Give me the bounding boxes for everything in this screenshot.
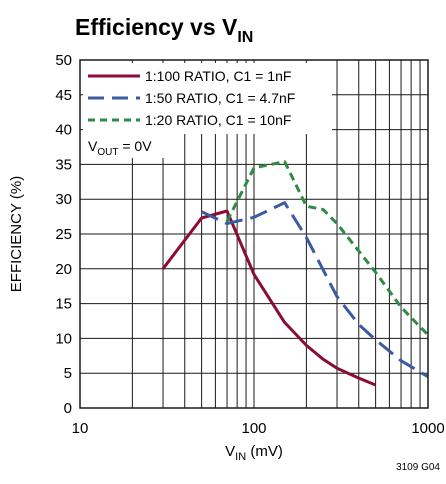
annotation-background (84, 134, 166, 158)
plot-frame (79, 59, 429, 409)
x-axis-label-rest: (mV) (246, 443, 283, 460)
y-tick-labels: 0 5 10 15 20 25 30 35 40 45 50 (55, 52, 72, 417)
y-tick-label: 30 (55, 191, 72, 208)
y-tick-label: 15 (55, 296, 72, 313)
chart-title-sub: IN (237, 29, 253, 46)
y-tick-label: 0 (64, 400, 72, 417)
series-line-2 (200, 201, 429, 378)
y-tick-label: 5 (64, 365, 72, 382)
series-lines (161, 160, 430, 387)
figure-code: 3109 G04 (396, 462, 440, 473)
x-axis-label-sub: IN (235, 451, 246, 463)
y-tick-label: 10 (55, 330, 72, 347)
x-tick-label: 1000 (411, 420, 444, 437)
vout-annotation-sub: OUT (97, 147, 118, 158)
y-tick-label: 45 (55, 87, 72, 104)
legend: 1:100 RATIO, C1 = 1nF 1:50 RATIO, C1 = 4… (83, 63, 332, 134)
x-tick-label: 10 (72, 420, 89, 437)
legend-entry-2: 1:50 RATIO, C1 = 4.7nF (145, 90, 295, 106)
y-tick-label: 20 (55, 261, 72, 278)
y-tick-label: 50 (55, 52, 72, 69)
legend-entry-1: 1:100 RATIO, C1 = 1nF (145, 68, 291, 84)
x-tick-label: 100 (241, 420, 266, 437)
y-tick-label: 40 (55, 122, 72, 139)
y-tick-label: 35 (55, 156, 72, 173)
series-line-3 (225, 160, 430, 336)
chart-title-main: Efficiency vs V (75, 14, 238, 40)
legend-entry-3: 1:20 RATIO, C1 = 10nF (145, 112, 291, 128)
y-tick-label: 25 (55, 226, 72, 243)
vout-annotation-main: V (88, 138, 98, 154)
y-axis-label: EFFICIENCY (%) (8, 176, 25, 292)
vout-annotation-rest: = 0V (118, 138, 152, 154)
x-axis-label-main: V (225, 443, 235, 460)
x-tick-labels: 10 100 1000 (72, 420, 445, 437)
series-line-1 (161, 209, 377, 387)
x-axis-label: VIN (mV) (225, 443, 283, 463)
chart-title: Efficiency vs VIN (75, 14, 253, 46)
vout-annotation: VOUT = 0V (88, 138, 152, 158)
